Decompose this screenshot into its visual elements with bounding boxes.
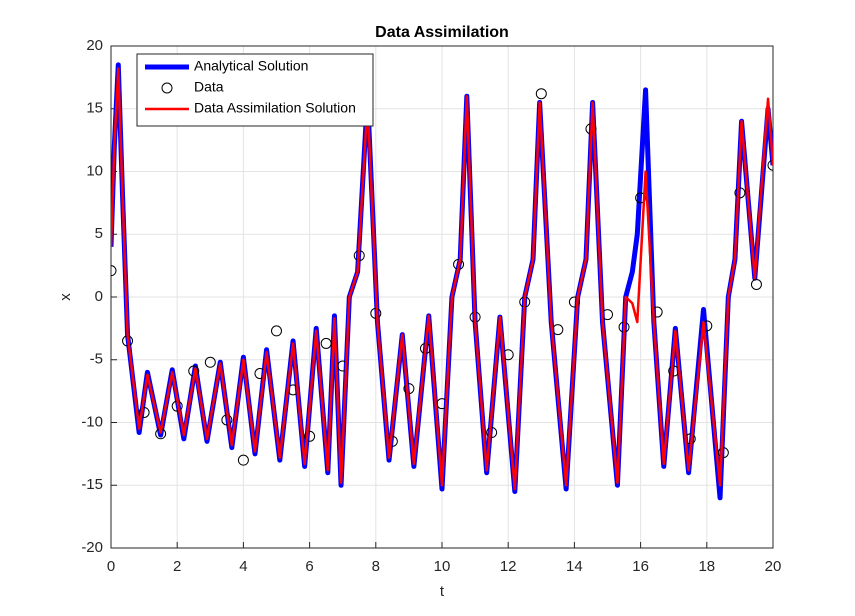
x-tick-label: 18	[698, 558, 715, 575]
data-point	[535, 88, 547, 100]
legend-label: Analytical Solution	[194, 58, 308, 74]
data-point	[717, 447, 729, 459]
x-tick-label: 6	[305, 558, 313, 575]
data-point	[486, 427, 498, 439]
x-tick-label: 12	[500, 558, 517, 575]
y-tick-label: -10	[81, 413, 103, 430]
y-tick-label: 20	[86, 37, 103, 54]
x-tick-label: 14	[566, 558, 583, 575]
data-point	[320, 337, 332, 349]
plot-area	[111, 62, 773, 501]
data-point	[568, 296, 580, 308]
x-tick-label: 20	[765, 558, 782, 575]
data-point	[701, 320, 713, 332]
data-point	[138, 406, 150, 418]
legend-label: Data Assimilation Solution	[194, 100, 356, 116]
data-point	[204, 356, 216, 368]
data-point	[271, 325, 282, 337]
x-tick-label: 4	[239, 558, 247, 575]
data-point	[403, 383, 415, 395]
y-tick-label: -15	[81, 476, 103, 493]
x-tick-label: 8	[372, 558, 380, 575]
y-tick-label: -20	[81, 539, 103, 556]
chart-title: Data Assimilation	[375, 24, 509, 41]
data-point	[750, 278, 762, 290]
data-point	[635, 192, 647, 204]
data-point	[304, 430, 316, 442]
y-tick-label: 0	[95, 288, 103, 305]
series-line	[111, 67, 773, 491]
x-tick-label: 16	[632, 558, 649, 575]
data-point	[734, 187, 746, 199]
y-tick-label: 10	[86, 162, 103, 179]
data-point	[767, 159, 773, 171]
legend-label: Data	[194, 79, 224, 95]
axes-box	[110, 45, 774, 549]
data-point	[111, 265, 117, 277]
data-point	[337, 360, 349, 372]
x-tick-label: 0	[107, 558, 115, 575]
data-point	[237, 454, 249, 466]
x-tick-label: 10	[434, 558, 451, 575]
x-axis-label: t	[440, 583, 445, 600]
y-tick-label: 15	[86, 100, 103, 117]
y-axis-label: x	[57, 293, 74, 301]
x-tick-label: 2	[173, 558, 181, 575]
y-tick-label: 5	[95, 225, 103, 242]
y-tick-label: -5	[90, 351, 103, 368]
legend-marker	[161, 82, 173, 94]
